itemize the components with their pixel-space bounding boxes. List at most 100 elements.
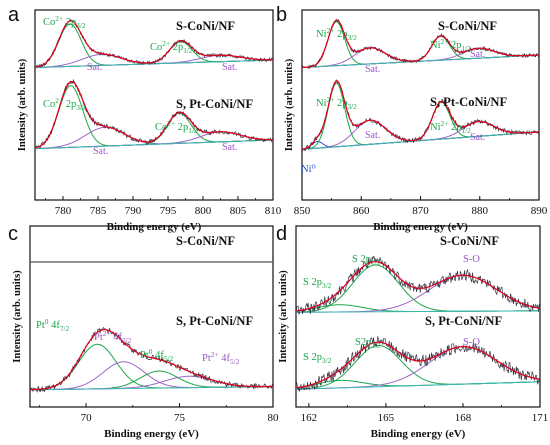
x-tick-label: 162 xyxy=(301,412,318,424)
x-tick-label: 75 xyxy=(174,412,186,424)
plot-frame xyxy=(34,9,274,201)
plot-frame xyxy=(29,225,274,408)
baseline xyxy=(301,54,540,68)
y-axis-label: Intensity (arb. units) xyxy=(284,58,295,151)
fit-component xyxy=(301,35,540,68)
x-axis-label: Binding energy (eV) xyxy=(371,428,466,440)
peak-label: Co2+ 2p1/2 xyxy=(150,39,193,55)
peak-label: S 2p1/2 xyxy=(352,254,381,267)
x-axis-label: Binding energy (eV) xyxy=(104,428,199,440)
panel-label: c xyxy=(8,223,18,245)
panel-label: b xyxy=(276,4,287,26)
y-axis-label: Intensity (arb. units) xyxy=(278,270,289,363)
x-tick-label: 785 xyxy=(90,205,107,217)
x-tick-label: 780 xyxy=(55,205,72,217)
raw-data xyxy=(301,78,540,152)
panel-c: c 70 75 80 Binding energy (eV) Intensity (arb… xyxy=(8,223,279,440)
peak-label: Pt2+ 4f7/2 xyxy=(94,329,132,345)
y-axis-label: Intensity (arb. units) xyxy=(17,58,28,151)
x-tick-label: 890 xyxy=(531,205,548,217)
x-axis-label: Binding energy (eV) xyxy=(107,221,202,233)
x-tick-label: 790 xyxy=(125,205,142,217)
x-tick-label: 70 xyxy=(81,412,93,424)
peak-label: S 2p3/2 xyxy=(303,352,332,365)
baseline xyxy=(34,139,274,150)
x-tick-label: 870 xyxy=(412,205,429,217)
raw-data xyxy=(295,255,541,315)
x-tick-label: 800 xyxy=(195,205,212,217)
baseline xyxy=(34,59,274,68)
spectrum-s-pt-coni: S, Pt-CoNi/NF Co2+ 2p3/2 Sat. Co2+ 2p1/2 Sat… xyxy=(34,78,274,157)
panel-d: d 162 165 168 171 Binding energy (eV) Intensit… xyxy=(276,223,548,440)
plot-frame xyxy=(295,225,541,408)
peak-label: Ni2+ 2p3/2 xyxy=(316,26,357,42)
peak-label: S-O xyxy=(463,337,480,348)
peak-label: Co2+ 2p1/2 xyxy=(155,119,198,135)
spectrum-s-pt-coni: S, Pt-CoNi/NF S 2p3/2 S2p1/2 S-O xyxy=(295,314,541,392)
x-tick-label: 168 xyxy=(455,412,472,424)
peak-label: Co2+ 2p3/2 xyxy=(43,14,86,30)
x-tick-label: 810 xyxy=(265,205,282,217)
x-tick-label: 850 xyxy=(294,205,311,217)
peak-label: Sat. xyxy=(222,62,237,73)
sample-name: S-CoNi/NF xyxy=(176,234,235,248)
panel-label: a xyxy=(8,4,20,26)
x-tick-label: 880 xyxy=(472,205,489,217)
peak-label: Pt0 4f5/2 xyxy=(140,347,174,363)
x-tick-label: 80 xyxy=(268,412,280,424)
envelope-fit xyxy=(295,260,541,312)
sample-name: S, Pt-CoNi/NF xyxy=(176,314,253,328)
fit-component xyxy=(295,379,540,389)
panel-a: a 780 785 790 795 800 805 810 Binding energy (eV… xyxy=(8,4,282,233)
peak-label: Sat. xyxy=(470,132,485,143)
fit-component xyxy=(301,47,540,68)
x-tick-label: 805 xyxy=(230,205,247,217)
spectrum-s-coni: S-CoNi/NF Co2+ 2p3/2 Sat. Co2+ 2p1/2 Sat. xyxy=(34,14,274,73)
x-tick-label: 795 xyxy=(160,205,177,217)
sample-name: S-CoNi/NF xyxy=(176,19,235,33)
peak-label: Ni2+ 2p1/2 xyxy=(430,37,471,53)
peak-label: Pt0 4f7/2 xyxy=(36,317,70,333)
x-tick-label: 171 xyxy=(532,412,549,424)
sample-name: S, Pt-CoNi/NF xyxy=(430,95,507,109)
x-tick-label: 860 xyxy=(353,205,370,217)
x-tick-label: 165 xyxy=(378,412,395,424)
panel-b: b 850 860 870 880 890 Binding energy (eV) Inten… xyxy=(276,4,548,233)
baseline xyxy=(29,386,274,391)
fit-component xyxy=(301,47,540,68)
panel-label: d xyxy=(276,223,287,245)
baseline xyxy=(295,381,541,390)
peak-label: Ni2+ 2p1/2 xyxy=(430,119,471,135)
peak-label: Sat. xyxy=(93,146,108,157)
peak-label: Ni⁰ xyxy=(301,164,316,175)
fit-component xyxy=(301,101,540,150)
raw-data xyxy=(34,78,274,149)
baseline xyxy=(295,310,541,313)
spectrum-s-pt-coni: S, Pt-CoNi/NF Pt0 4f7/2 Pt2+ 4f7/2 Pt0 4f5/… xyxy=(29,314,274,393)
spectrum-s-pt-coni: S, Pt-CoNi/NF Ni⁰ Ni2+ 2p3/2 Sat.Ni2+ 2p1/2… xyxy=(301,78,540,175)
envelope-fit xyxy=(301,19,540,69)
fit-component xyxy=(295,304,540,312)
peak-label: Sat. xyxy=(87,62,102,73)
peak-label: Sat. xyxy=(222,142,237,153)
peak-label: S 2p3/2 xyxy=(303,277,332,290)
envelope-fit xyxy=(34,80,273,149)
peak-label: Sat. xyxy=(365,64,380,75)
spectrum-s-coni: S-CoNi/NF S 2p3/2 S 2p1/2 S-O xyxy=(295,234,541,315)
envelope-fit xyxy=(301,80,540,150)
y-axis-label: Intensity (arb. units) xyxy=(12,270,23,363)
peak-label: Ni2+ 2p3/2 xyxy=(316,95,357,111)
sample-name: S-CoNi/NF xyxy=(440,234,499,248)
envelope-fit xyxy=(30,329,273,391)
peak-label: S-O xyxy=(463,254,480,265)
envelope-fit xyxy=(34,20,273,68)
x-axis-label: Binding energy (eV) xyxy=(373,221,468,233)
sample-name: S-CoNi/NF xyxy=(438,19,497,33)
sample-name: S, Pt-CoNi/NF xyxy=(176,97,253,111)
raw-data xyxy=(295,336,541,392)
sample-name: S, Pt-CoNi/NF xyxy=(425,314,502,328)
envelope-fit xyxy=(295,341,541,389)
fit-component xyxy=(301,121,540,150)
